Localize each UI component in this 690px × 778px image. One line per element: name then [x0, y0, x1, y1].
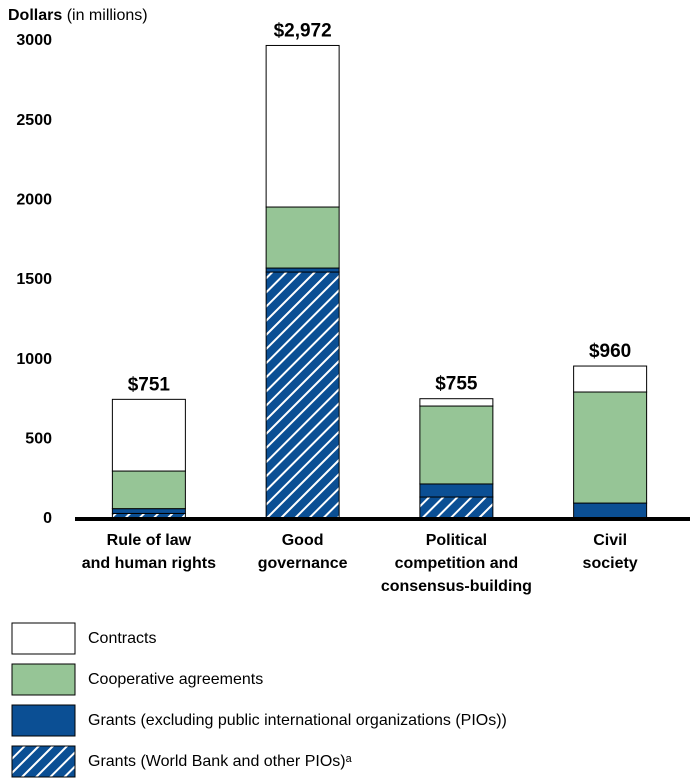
legend-label: Cooperative agreements [88, 671, 263, 688]
bar-segment [419, 398, 494, 407]
x-tick-label: governance [258, 555, 348, 572]
bar-segment [265, 267, 340, 273]
legend-swatch [11, 745, 76, 778]
bar-segment [265, 206, 340, 269]
bar-segment [265, 44, 340, 208]
bar-segment [573, 391, 648, 504]
total-label: $751 [128, 374, 171, 395]
y-tick-label: 2500 [16, 112, 52, 129]
bar-segment [573, 502, 648, 520]
bar-segment [111, 470, 186, 510]
legend-label: Grants (excluding public international o… [88, 712, 507, 729]
y-tick-label: 1000 [16, 351, 52, 368]
x-tick-label: and human rights [82, 555, 216, 572]
x-tick-label: competition and [395, 555, 519, 572]
y-tick-label: 1500 [16, 271, 52, 288]
y-tick-label: 2000 [16, 192, 52, 209]
y-axis-label-main: Dollars [8, 7, 62, 24]
bar-segment [265, 271, 340, 520]
x-tick-label: Good [282, 532, 324, 549]
legend-label: Grants (World Bank and other PIOs)ᵃ [88, 753, 353, 770]
y-tick-label: 0 [43, 510, 52, 527]
legend-swatch [11, 622, 76, 655]
legend-label: Contracts [88, 630, 156, 647]
bar-segment [111, 398, 186, 472]
total-label: $2,972 [274, 20, 332, 41]
y-axis-label: Dollars (in millions) [8, 7, 148, 24]
total-label: $755 [435, 374, 478, 395]
x-tick-label: consensus-building [381, 578, 532, 595]
x-tick-label: society [583, 555, 638, 572]
legend-swatch [11, 663, 76, 696]
legend-swatch [11, 704, 76, 737]
x-tick-label: Political [426, 532, 487, 549]
x-tick-label: Rule of law [107, 532, 192, 549]
y-tick-label: 3000 [16, 32, 52, 49]
bar-segment [419, 496, 494, 520]
total-label: $960 [589, 341, 631, 362]
y-axis-unit: (in millions) [67, 7, 148, 24]
bar-segment [111, 508, 186, 514]
bar-segment [419, 483, 494, 498]
y-tick-label: 500 [25, 431, 52, 448]
x-tick-label: Civil [593, 532, 627, 549]
bar-segment [573, 365, 648, 393]
bar-segment [419, 405, 494, 485]
